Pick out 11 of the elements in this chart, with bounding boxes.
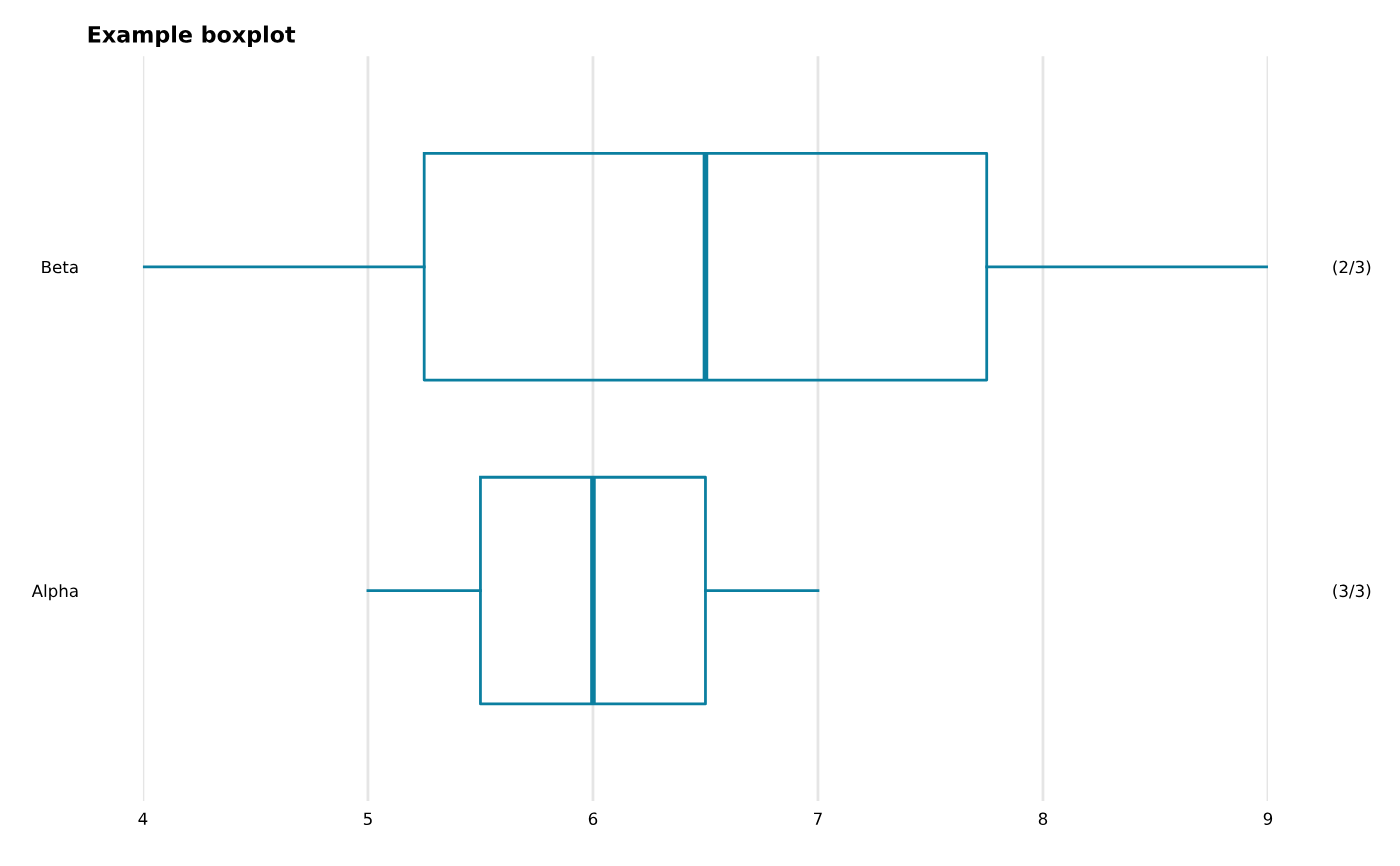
x-tick-label: 5 xyxy=(363,812,372,826)
y2-tick-label: (3/3) xyxy=(1333,584,1371,600)
chart-title: Example boxplot xyxy=(88,25,296,48)
y2-tick-label: (2/3) xyxy=(1333,260,1371,276)
x-tick-label: 6 xyxy=(588,812,598,826)
x-tick-label: 9 xyxy=(1263,812,1273,826)
x-tick-label: 7 xyxy=(814,812,822,825)
x-tick-label: 8 xyxy=(1038,812,1048,826)
y-tick-label: Beta xyxy=(42,260,78,274)
x-tick-label: 4 xyxy=(138,812,148,825)
y-tick-label: Alpha xyxy=(31,584,78,601)
